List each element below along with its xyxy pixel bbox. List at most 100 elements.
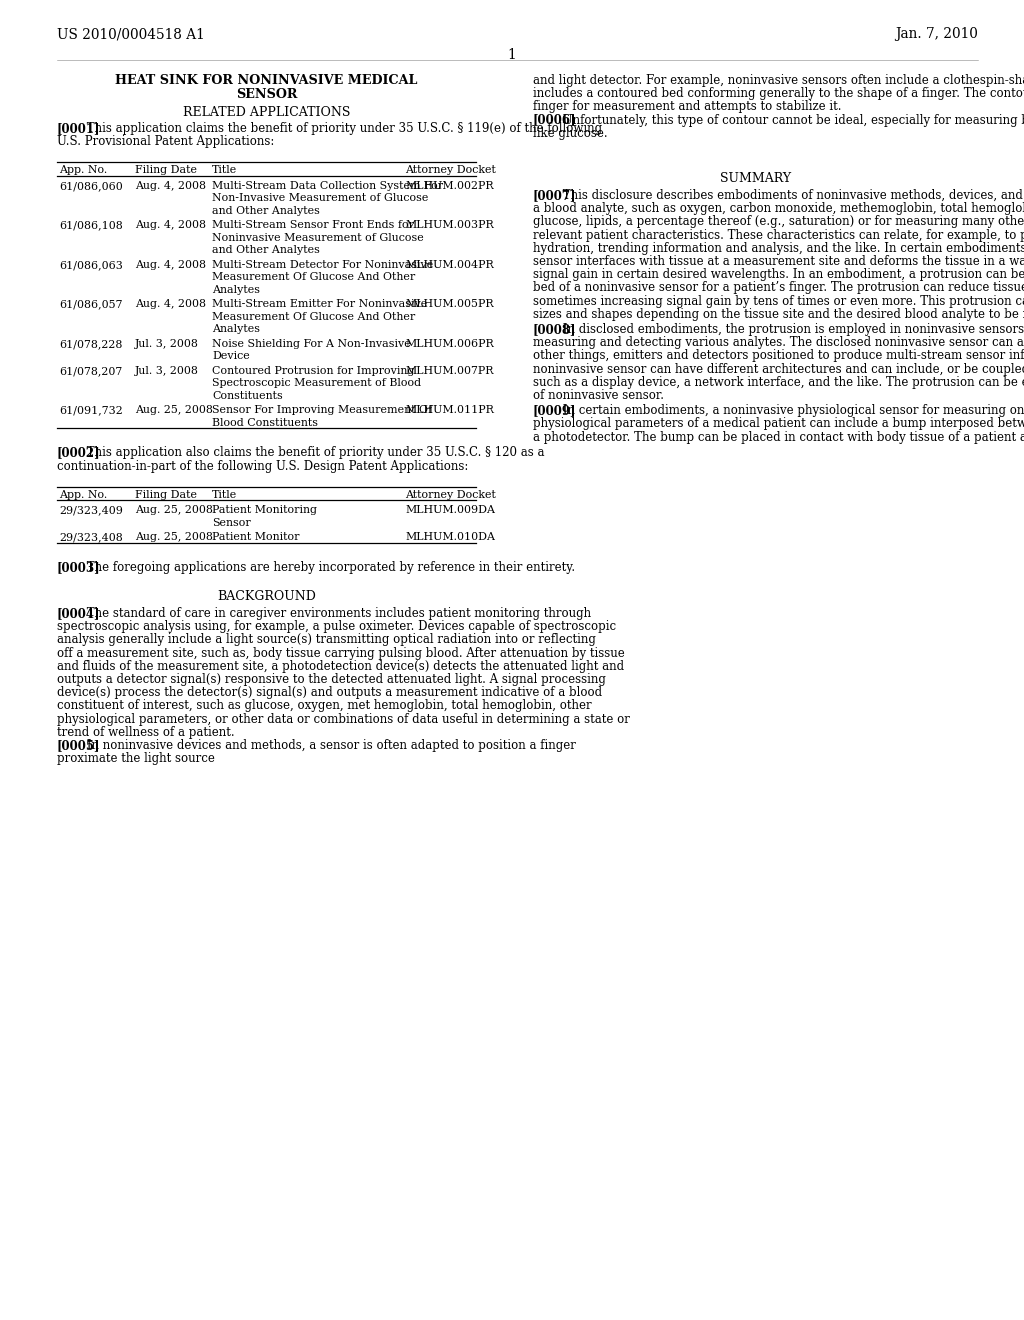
Text: [0006]: [0006]	[534, 114, 577, 127]
Text: SUMMARY: SUMMARY	[720, 172, 792, 185]
Text: Sensor: Sensor	[212, 517, 251, 528]
Text: Analytes: Analytes	[212, 285, 260, 294]
Text: physiological parameters of a medical patient can include a bump interposed betw: physiological parameters of a medical pa…	[534, 417, 1024, 430]
Text: [0004]: [0004]	[57, 607, 100, 620]
Text: Multi-Stream Emitter For Noninvasive: Multi-Stream Emitter For Noninvasive	[212, 300, 427, 309]
Text: 61/086,057: 61/086,057	[59, 300, 123, 309]
Text: of noninvasive sensor.: of noninvasive sensor.	[534, 389, 664, 403]
Text: Aug. 4, 2008: Aug. 4, 2008	[135, 300, 206, 309]
Text: MLHUM.011PR: MLHUM.011PR	[406, 405, 494, 416]
Text: and Other Analytes: and Other Analytes	[212, 246, 319, 255]
Text: Patient Monitor: Patient Monitor	[212, 532, 299, 543]
Text: continuation-in-part of the following U.S. Design Patent Applications:: continuation-in-part of the following U.…	[57, 459, 468, 473]
Text: Unfortunately, this type of contour cannot be ideal, especially for measuring bl: Unfortunately, this type of contour cann…	[559, 114, 1024, 127]
Text: finger for measurement and attempts to stabilize it.: finger for measurement and attempts to s…	[534, 100, 842, 114]
Text: 29/323,408: 29/323,408	[59, 532, 123, 543]
Text: Non-Invasive Measurement of Glucose: Non-Invasive Measurement of Glucose	[212, 194, 428, 203]
Text: sizes and shapes depending on the tissue site and the desired blood analyte to b: sizes and shapes depending on the tissue…	[534, 308, 1024, 321]
Text: U.S. Provisional Patent Applications:: U.S. Provisional Patent Applications:	[57, 135, 274, 148]
Text: includes a contoured bed conforming generally to the shape of a finger. The cont: includes a contoured bed conforming gene…	[534, 87, 1024, 100]
Text: SENSOR: SENSOR	[236, 88, 297, 102]
Text: In disclosed embodiments, the protrusion is employed in noninvasive sensors to a: In disclosed embodiments, the protrusion…	[559, 323, 1024, 337]
Text: signal gain in certain desired wavelengths. In an embodiment, a protrusion can b: signal gain in certain desired wavelengt…	[534, 268, 1024, 281]
Text: 29/323,409: 29/323,409	[59, 506, 123, 515]
Text: Title: Title	[212, 490, 238, 500]
Text: 1: 1	[508, 48, 516, 62]
Text: App. No.: App. No.	[59, 165, 108, 176]
Text: BACKGROUND: BACKGROUND	[217, 590, 316, 603]
Text: [0007]: [0007]	[534, 189, 577, 202]
Text: device(s) process the detector(s) signal(s) and outputs a measurement indicative: device(s) process the detector(s) signal…	[57, 686, 602, 700]
Text: constituent of interest, such as glucose, oxygen, met hemoglobin, total hemoglob: constituent of interest, such as glucose…	[57, 700, 592, 713]
Text: 61/078,207: 61/078,207	[59, 366, 122, 376]
Text: relevant patient characteristics. These characteristics can relate, for example,: relevant patient characteristics. These …	[534, 228, 1024, 242]
Text: Aug. 25, 2008: Aug. 25, 2008	[135, 532, 213, 543]
Text: Attorney Docket: Attorney Docket	[406, 165, 496, 176]
Text: 61/086,108: 61/086,108	[59, 220, 123, 231]
Text: Aug. 25, 2008: Aug. 25, 2008	[135, 405, 213, 416]
Text: Aug. 25, 2008: Aug. 25, 2008	[135, 506, 213, 515]
Text: [0002]: [0002]	[57, 446, 100, 459]
Text: hydration, trending information and analysis, and the like. In certain embodimen: hydration, trending information and anal…	[534, 242, 1024, 255]
Text: MLHUM.002PR: MLHUM.002PR	[406, 181, 494, 191]
Text: 61/086,063: 61/086,063	[59, 260, 123, 269]
Text: like glucose.: like glucose.	[534, 127, 607, 140]
Text: analysis generally include a light source(s) transmitting optical radiation into: analysis generally include a light sourc…	[57, 634, 596, 647]
Text: Contoured Protrusion for Improving: Contoured Protrusion for Improving	[212, 366, 415, 376]
Text: [0001]: [0001]	[57, 121, 100, 135]
Text: 61/078,228: 61/078,228	[59, 339, 123, 348]
Text: MLHUM.007PR: MLHUM.007PR	[406, 366, 494, 376]
Text: Spectroscopic Measurement of Blood: Spectroscopic Measurement of Blood	[212, 379, 421, 388]
Text: Jan. 7, 2010: Jan. 7, 2010	[895, 26, 978, 41]
Text: measuring and detecting various analytes. The disclosed noninvasive sensor can a: measuring and detecting various analytes…	[534, 337, 1024, 350]
Text: Patient Monitoring: Patient Monitoring	[212, 506, 317, 515]
Text: Aug. 4, 2008: Aug. 4, 2008	[135, 260, 206, 269]
Text: a blood analyte, such as oxygen, carbon monoxide, methemoglobin, total hemoglobi: a blood analyte, such as oxygen, carbon …	[534, 202, 1024, 215]
Text: physiological parameters, or other data or combinations of data useful in determ: physiological parameters, or other data …	[57, 713, 630, 726]
Text: MLHUM.004PR: MLHUM.004PR	[406, 260, 494, 269]
Text: Aug. 4, 2008: Aug. 4, 2008	[135, 181, 206, 191]
Text: and Other Analytes: and Other Analytes	[212, 206, 319, 216]
Text: glucose, lipids, a percentage thereof (e.g., saturation) or for measuring many o: glucose, lipids, a percentage thereof (e…	[534, 215, 1024, 228]
Text: Multi-Stream Detector For Noninvasive: Multi-Stream Detector For Noninvasive	[212, 260, 433, 269]
Text: [0005]: [0005]	[57, 739, 100, 752]
Text: Title: Title	[212, 165, 238, 176]
Text: Jul. 3, 2008: Jul. 3, 2008	[135, 366, 199, 376]
Text: In noninvasive devices and methods, a sensor is often adapted to position a fing: In noninvasive devices and methods, a se…	[83, 739, 575, 752]
Text: sensor interfaces with tissue at a measurement site and deforms the tissue in a : sensor interfaces with tissue at a measu…	[534, 255, 1024, 268]
Text: Measurement Of Glucose And Other: Measurement Of Glucose And Other	[212, 272, 416, 282]
Text: Constituents: Constituents	[212, 391, 283, 401]
Text: 61/091,732: 61/091,732	[59, 405, 123, 416]
Text: HEAT SINK FOR NONINVASIVE MEDICAL: HEAT SINK FOR NONINVASIVE MEDICAL	[116, 74, 418, 87]
Text: MLHUM.006PR: MLHUM.006PR	[406, 339, 494, 348]
Text: MLHUM.003PR: MLHUM.003PR	[406, 220, 494, 231]
Text: Blood Constituents: Blood Constituents	[212, 418, 318, 428]
Text: sometimes increasing signal gain by tens of times or even more. This protrusion : sometimes increasing signal gain by tens…	[534, 294, 1024, 308]
Text: In certain embodiments, a noninvasive physiological sensor for measuring one or : In certain embodiments, a noninvasive ph…	[559, 404, 1024, 417]
Text: noninvasive sensor can have different architectures and can include, or be coupl: noninvasive sensor can have different ar…	[534, 363, 1024, 376]
Text: Multi-Stream Data Collection System For: Multi-Stream Data Collection System For	[212, 181, 443, 191]
Text: MLHUM.010DA: MLHUM.010DA	[406, 532, 495, 543]
Text: Sensor For Improving Measurement Of: Sensor For Improving Measurement Of	[212, 405, 432, 416]
Text: [0009]: [0009]	[534, 404, 577, 417]
Text: US 2010/0004518 A1: US 2010/0004518 A1	[57, 26, 205, 41]
Text: Noninvasive Measurement of Glucose: Noninvasive Measurement of Glucose	[212, 232, 424, 243]
Text: Attorney Docket: Attorney Docket	[406, 490, 496, 500]
Text: [0003]: [0003]	[57, 561, 100, 574]
Text: The standard of care in caregiver environments includes patient monitoring throu: The standard of care in caregiver enviro…	[83, 607, 591, 620]
Text: The foregoing applications are hereby incorporated by reference in their entiret: The foregoing applications are hereby in…	[83, 561, 574, 574]
Text: Filing Date: Filing Date	[135, 165, 197, 176]
Text: Noise Shielding For A Non-Invasive: Noise Shielding For A Non-Invasive	[212, 339, 411, 348]
Text: MLHUM.005PR: MLHUM.005PR	[406, 300, 494, 309]
Text: Device: Device	[212, 351, 250, 362]
Text: MLHUM.009DA: MLHUM.009DA	[406, 506, 495, 515]
Text: [0008]: [0008]	[534, 323, 577, 337]
Text: This application claims the benefit of priority under 35 U.S.C. § 119(e) of the : This application claims the benefit of p…	[83, 121, 602, 135]
Text: and light detector. For example, noninvasive sensors often include a clothespin-: and light detector. For example, noninva…	[534, 74, 1024, 87]
Text: trend of wellness of a patient.: trend of wellness of a patient.	[57, 726, 234, 739]
Text: other things, emitters and detectors positioned to produce multi-stream sensor i: other things, emitters and detectors pos…	[534, 350, 1024, 363]
Text: Analytes: Analytes	[212, 325, 260, 334]
Text: Measurement Of Glucose And Other: Measurement Of Glucose And Other	[212, 312, 416, 322]
Text: Aug. 4, 2008: Aug. 4, 2008	[135, 220, 206, 231]
Text: This disclosure describes embodiments of noninvasive methods, devices, and syste: This disclosure describes embodiments of…	[559, 189, 1024, 202]
